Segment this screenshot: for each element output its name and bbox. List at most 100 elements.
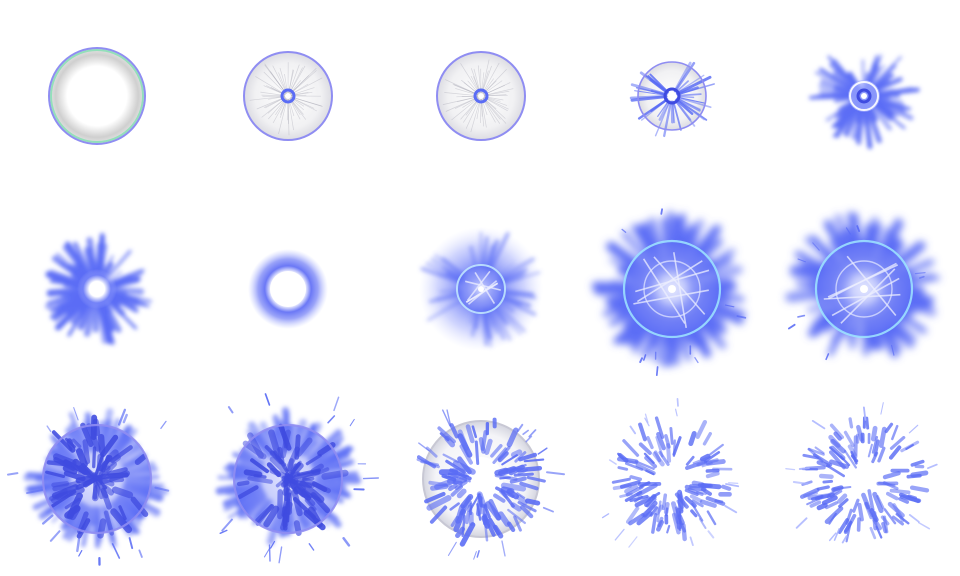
fx-ray: [262, 95, 289, 98]
fx-spike: [420, 266, 465, 285]
fx-fragment: [454, 480, 468, 491]
fx-spike: [489, 304, 512, 341]
fx-ray: [461, 95, 482, 97]
fx-fragment: [642, 354, 647, 361]
fx-fragment: [482, 513, 496, 537]
fx-fragment: [49, 530, 61, 542]
fx-fragment: [546, 471, 565, 476]
fx-fragment: [445, 459, 466, 474]
fx-fragment: [7, 472, 19, 476]
fx-fragment: [785, 468, 796, 471]
fx-fragment: [698, 518, 707, 529]
fx-fragment: [678, 519, 686, 533]
fx-fragment: [811, 419, 826, 430]
fx-fragment: [349, 418, 355, 427]
fx-fragment: [513, 472, 534, 477]
fx-spike: [674, 99, 696, 127]
fx-fragment: [830, 438, 846, 454]
sprite-frame-02: [243, 51, 333, 141]
fx-fragment: [624, 490, 643, 502]
fx-fragment: [890, 344, 895, 356]
fx-fragment: [816, 485, 830, 491]
fx-fragment: [243, 469, 263, 478]
fx-fragment: [516, 494, 528, 506]
fx-spike: [492, 302, 522, 336]
fx-fragment: [465, 424, 475, 444]
fx-fragment: [509, 476, 527, 484]
fx-fragment: [825, 464, 846, 478]
sprite-frame-04: [629, 61, 715, 138]
fx-fragment: [655, 366, 659, 377]
fx-fragment: [889, 436, 906, 450]
sprite-frame-12: [215, 393, 379, 564]
fx-fragment: [626, 459, 638, 465]
fx-ray: [287, 91, 313, 97]
fx-ray: [480, 95, 497, 110]
fx-fragment: [671, 512, 681, 535]
fx-fragment: [690, 509, 698, 518]
fx-fragment: [705, 471, 720, 479]
fx-fragment: [684, 488, 699, 497]
fx-spike: [676, 98, 708, 121]
fx-crack: [827, 264, 899, 298]
fx-ray: [287, 69, 294, 97]
fx-spike: [430, 258, 466, 281]
fx-fragment: [688, 430, 697, 447]
fx-fragment: [700, 482, 722, 490]
fx-fragment: [898, 497, 910, 504]
fx-spike: [654, 100, 671, 137]
fx-crack: [673, 252, 687, 329]
fx-fragment: [656, 500, 662, 523]
fx-ring: [48, 47, 146, 145]
fx-fragment: [833, 431, 842, 441]
fx-fragment: [506, 521, 516, 533]
fx-spike: [634, 90, 667, 96]
fx-fragment: [636, 511, 653, 526]
fx-fragment: [709, 443, 724, 456]
fx-fragment: [792, 481, 809, 485]
fx-fragment: [703, 450, 721, 463]
fx-fragment: [333, 396, 340, 412]
fx-fragment: [523, 458, 545, 463]
fx-fragment: [117, 408, 127, 426]
fx-fragment: [500, 482, 527, 492]
fx-fragment: [75, 447, 88, 468]
fx-fragment: [424, 491, 446, 504]
fx-fragment: [519, 481, 539, 491]
fx-fragment: [814, 446, 825, 455]
fx-fragment: [674, 408, 678, 417]
fx-core: [668, 92, 676, 100]
fx-fragment: [798, 467, 810, 470]
fx-fragment: [64, 437, 76, 449]
fx-fragment: [290, 462, 302, 475]
fx-ray: [287, 95, 301, 120]
fx-ring-inner: [643, 260, 701, 318]
fx-fragment: [500, 486, 515, 495]
fx-fragment: [46, 425, 52, 433]
fx-fragment: [651, 513, 658, 534]
fx-fragment: [905, 443, 914, 451]
fx-ray: [287, 83, 309, 97]
fx-fragment: [492, 524, 504, 539]
fx-fragment: [900, 440, 920, 453]
fx-fragment: [128, 537, 134, 550]
fx-ray: [267, 95, 289, 114]
fx-fragment: [434, 477, 456, 490]
fx-ring: [622, 239, 722, 339]
fx-fragment: [634, 495, 643, 503]
fx-fragment: [138, 549, 143, 558]
fx-fragment: [828, 512, 837, 525]
fx-fragment: [892, 503, 905, 523]
fx-fragment: [100, 487, 112, 510]
fx-ray: [480, 80, 503, 97]
fx-fragment: [425, 446, 438, 458]
fx-fragment: [80, 422, 94, 448]
fx-fragment: [105, 449, 119, 463]
fx-fragment: [494, 473, 518, 481]
fx-fragment: [118, 505, 127, 521]
fx-fragment: [444, 475, 459, 479]
fx-fragment: [310, 463, 324, 475]
fx-ring: [243, 51, 333, 141]
fx-fragment: [685, 455, 695, 466]
